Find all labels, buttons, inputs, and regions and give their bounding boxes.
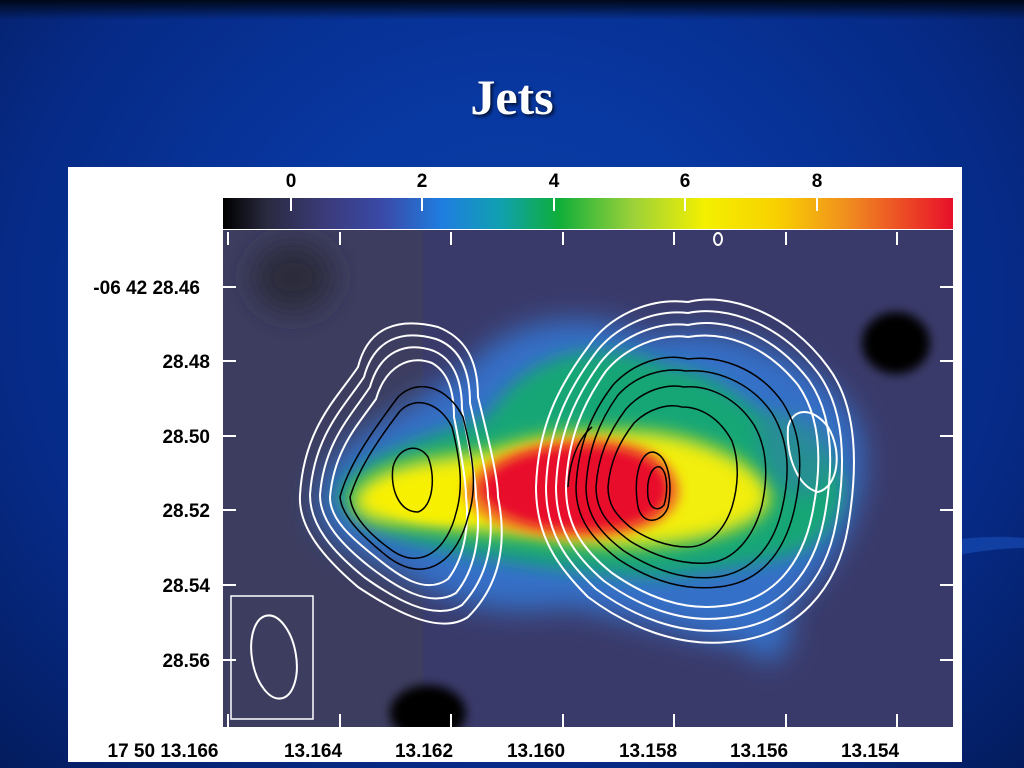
y-tick-label: 28.54 — [162, 576, 210, 597]
colorbar-tick-label: 8 — [812, 171, 823, 192]
colorbar-tick-label: 2 — [417, 171, 428, 192]
slide-title: Jets — [470, 69, 554, 125]
contour-lines — [298, 232, 855, 644]
x-tick-label: 13.160 — [507, 741, 565, 762]
colorbar-ticks — [290, 198, 818, 211]
axis-ticks — [223, 232, 953, 727]
y-tick-label: 28.56 — [162, 651, 210, 672]
colorbar-tick-label: 0 — [286, 171, 297, 192]
x-tick-label: 13.158 — [619, 741, 677, 762]
x-tick-label: 13.164 — [284, 741, 343, 762]
colorbar-tick-label: 4 — [549, 171, 560, 192]
colorbar — [223, 198, 953, 229]
beam-inset — [230, 595, 314, 720]
y-tick-label: 28.52 — [162, 501, 210, 522]
x-tick-label: 13.154 — [841, 741, 900, 762]
y-tick-label: -06 42 28.46 — [93, 278, 200, 299]
jet-map-svg: 0 2 4 6 8 — [93, 171, 953, 762]
contours-inner — [339, 356, 801, 589]
x-tick-label: 17 50 13.166 — [108, 741, 219, 762]
top-shadow-band — [0, 0, 1024, 20]
jet-map-figure: 0 2 4 6 8 — [68, 167, 962, 762]
x-tick-label: 13.162 — [395, 741, 453, 762]
intensity-map — [223, 230, 953, 727]
x-tick-label: 13.156 — [730, 741, 788, 762]
y-tick-label: 28.48 — [162, 352, 210, 373]
y-tick-label: 28.50 — [162, 427, 210, 448]
colorbar-tick-label: 6 — [680, 171, 691, 192]
